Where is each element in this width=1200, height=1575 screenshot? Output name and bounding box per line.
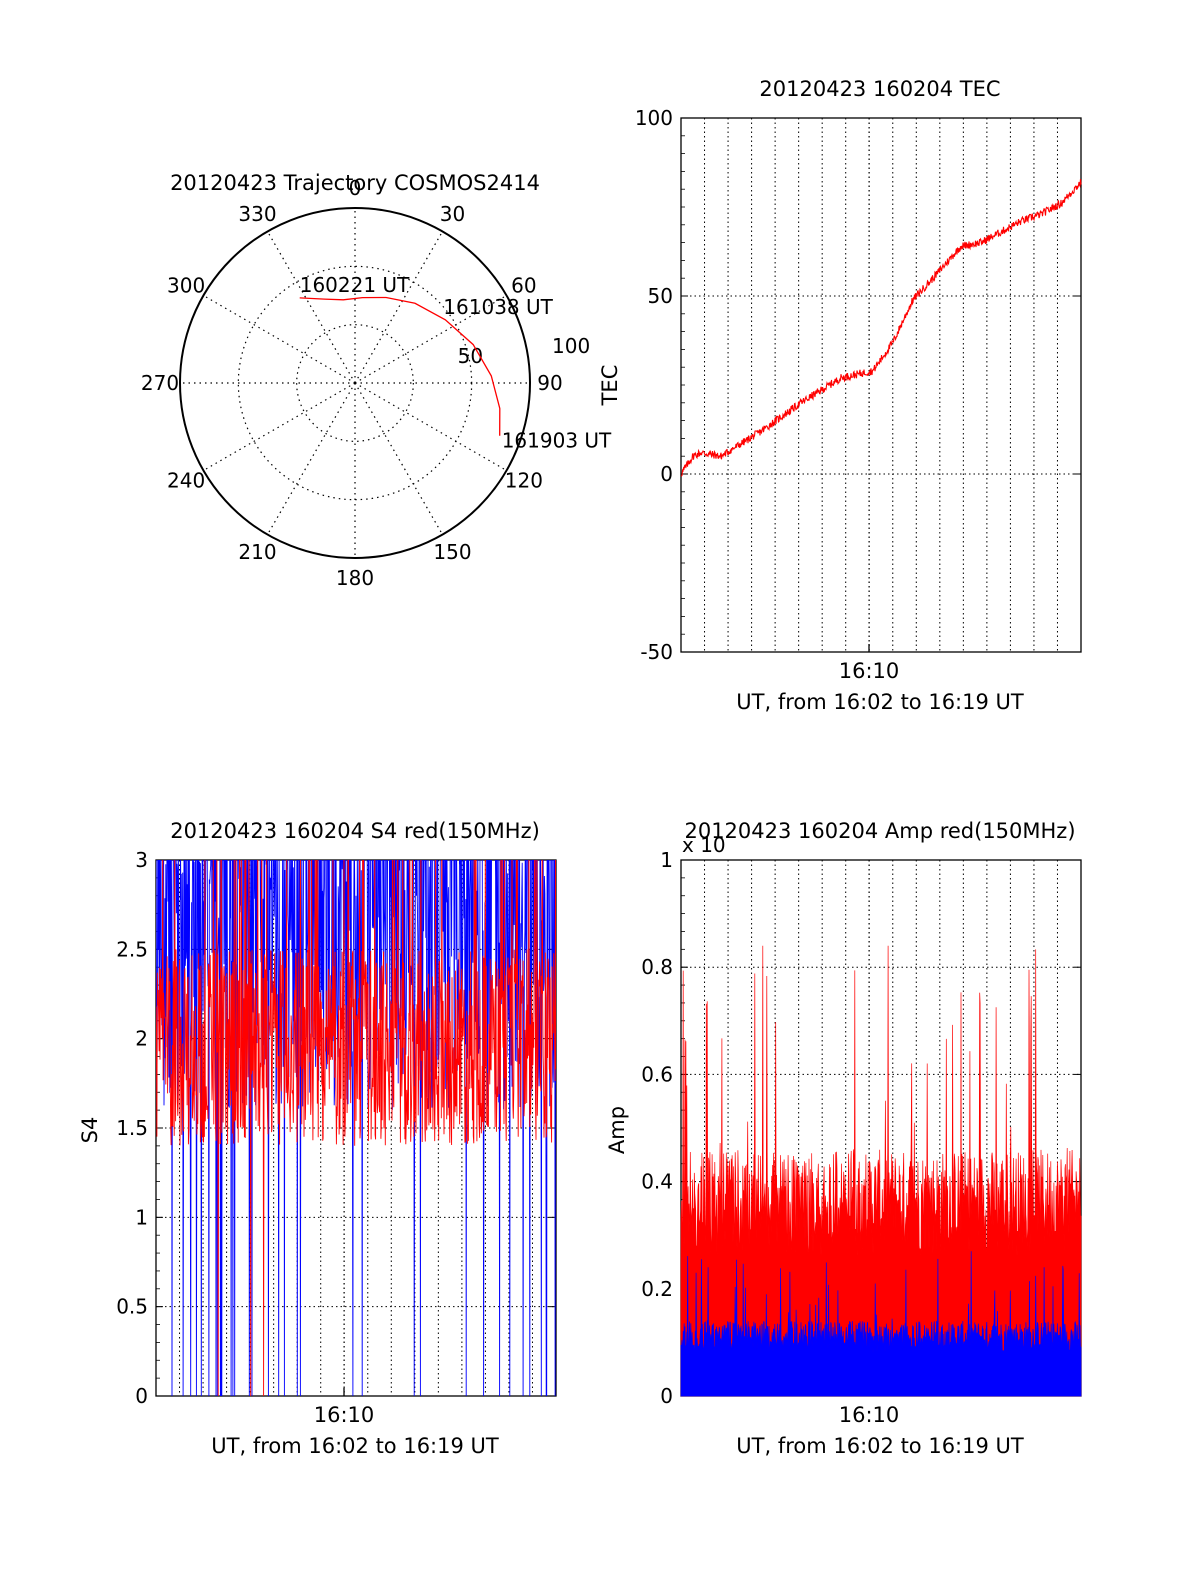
amp-x-axis-label: UT, from 16:02 to 16:19 UT: [736, 1434, 1024, 1458]
tec-xtick-label: 16:10: [839, 659, 900, 683]
amp-ytick-0.6: 0.6: [641, 1062, 673, 1086]
s4-ytick-3: 3: [135, 848, 148, 872]
amp-scale-label: x 10: [682, 833, 726, 857]
tec-ytick-100: 100: [635, 106, 673, 130]
polar-angle-tick-270: 270: [141, 371, 179, 395]
amp-chart: 20120423 160204 Amp red(150MHz) UT, from…: [605, 819, 1082, 1458]
s4-chart: 20120423 160204 S4 red(150MHz) UT, from …: [78, 819, 557, 1458]
s4-chart-title: 20120423 160204 S4 red(150MHz): [170, 819, 540, 843]
amp-ytick-1: 1: [660, 848, 673, 872]
tec-plot-area: -50 0 50 100 16:10: [635, 106, 1082, 683]
polar-grid: [179, 207, 531, 559]
trajectory-polar-chart: 20120423 Trajectory COSMOS2414 0 30 60 90 12…: [141, 171, 612, 590]
polar-track-label-1: 160221 UT: [300, 273, 410, 297]
polar-spoke-300: [203, 294, 356, 384]
s4-xtick-label: 16:10: [314, 1403, 375, 1427]
polar-outer-circle: [179, 207, 531, 559]
amp-ytick-0.8: 0.8: [641, 955, 673, 979]
s4-plot-area: 0 0.5 1 1.5 2 2.5 3 16:10: [116, 848, 557, 1427]
polar-angle-tick-30: 30: [440, 202, 465, 226]
polar-angle-tick-300: 300: [167, 274, 205, 298]
tec-x-axis-label: UT, from 16:02 to 16:19 UT: [736, 690, 1024, 714]
polar-angle-ticks: 0 30 60 90 120 150 180 210 240 270 300 330 50 100: [141, 176, 590, 590]
s4-ytick-0.5: 0.5: [116, 1295, 148, 1319]
amp-ytick-0.4: 0.4: [641, 1170, 673, 1194]
tec-axes-frame: [680, 117, 1082, 653]
polar-angle-tick-0: 0: [349, 176, 362, 200]
polar-spoke-120: [354, 382, 507, 472]
s4-ytick-1: 1: [135, 1205, 148, 1229]
polar-angle-tick-60: 60: [511, 274, 536, 298]
amp-ytick-0.2: 0.2: [641, 1277, 673, 1301]
tec-ytick-0: 0: [660, 462, 673, 486]
polar-angle-tick-120: 120: [505, 469, 543, 493]
polar-spoke-210: [266, 382, 356, 535]
s4-y-axis-label: S4: [78, 1117, 102, 1144]
tec-chart-title: 20120423 160204 TEC: [759, 77, 1000, 101]
polar-angle-tick-240: 240: [167, 469, 205, 493]
s4-ytick-0: 0: [135, 1384, 148, 1408]
tec-y-axis-label: TEC: [598, 365, 622, 407]
amp-xtick-label: 16:10: [839, 1403, 900, 1427]
polar-track-label-2: 161038 UT: [443, 295, 553, 319]
polar-range-ring-1: [296, 324, 414, 442]
amp-y-axis-label: Amp: [605, 1106, 629, 1154]
polar-radial-tick-100: 100: [552, 334, 590, 358]
polar-chart-title: 20120423 Trajectory COSMOS2414: [170, 171, 540, 195]
polar-angle-tick-180: 180: [336, 566, 374, 590]
s4-ytick-2: 2: [135, 1027, 148, 1051]
polar-track-label-3: 161903 UT: [502, 429, 612, 453]
amp-plot-area: 0 0.2 0.4 0.6 0.8 1 16:10: [641, 848, 1082, 1427]
polar-angle-tick-330: 330: [238, 202, 276, 226]
polar-spoke-240: [203, 382, 356, 472]
polar-track: 160221 UT 161038 UT 161903 UT: [299, 273, 612, 453]
s4-ytick-1.5: 1.5: [116, 1116, 148, 1140]
polar-spoke-150: [354, 382, 444, 535]
amp-series-2: [680, 1251, 1082, 1397]
polar-angle-tick-90: 90: [537, 371, 562, 395]
polar-angle-tick-210: 210: [238, 540, 276, 564]
polar-angle-tick-150: 150: [433, 540, 471, 564]
polar-radial-tick-50: 50: [458, 344, 483, 368]
tec-ytick-50: 50: [648, 284, 673, 308]
s4-series-2: [156, 860, 556, 1396]
s4-ytick-2.5: 2.5: [116, 937, 148, 961]
tec-ytick--50: -50: [640, 640, 673, 664]
s4-x-axis-label: UT, from 16:02 to 16:19 UT: [211, 1434, 499, 1458]
polar-spoke-30: [354, 231, 444, 384]
polar-track-line: [299, 296, 501, 436]
amp-ytick-0: 0: [660, 1384, 673, 1408]
amp-chart-title: 20120423 160204 Amp red(150MHz): [684, 819, 1075, 843]
s4-series-1: [156, 860, 556, 1396]
tec-series-line: [680, 179, 1082, 477]
tec-chart: 20120423 160204 TEC UT, from 16:02 to 16…: [598, 77, 1082, 714]
polar-spoke-330: [266, 231, 356, 384]
